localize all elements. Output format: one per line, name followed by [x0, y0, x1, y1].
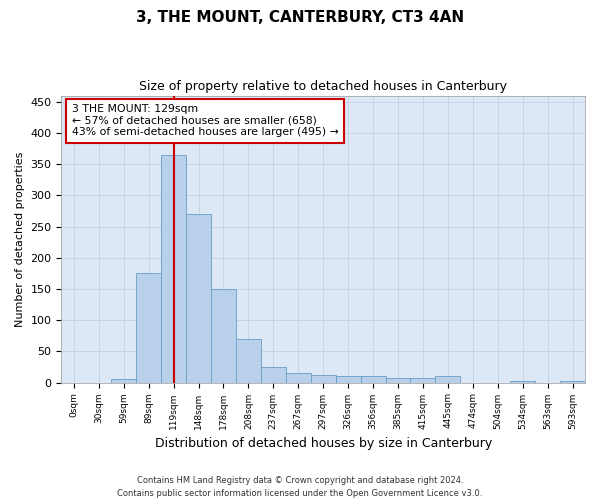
Text: 3, THE MOUNT, CANTERBURY, CT3 4AN: 3, THE MOUNT, CANTERBURY, CT3 4AN [136, 10, 464, 25]
Bar [111, 380, 136, 382]
Bar [236, 339, 261, 382]
Bar [261, 367, 286, 382]
Bar [361, 376, 386, 382]
Bar [211, 289, 236, 382]
Bar [161, 155, 186, 382]
Title: Size of property relative to detached houses in Canterbury: Size of property relative to detached ho… [139, 80, 507, 93]
Bar [335, 376, 361, 382]
Text: 3 THE MOUNT: 129sqm
← 57% of detached houses are smaller (658)
43% of semi-detac: 3 THE MOUNT: 129sqm ← 57% of detached ho… [72, 104, 338, 138]
Bar [311, 375, 335, 382]
Bar [286, 373, 311, 382]
Bar [136, 274, 161, 382]
Y-axis label: Number of detached properties: Number of detached properties [15, 152, 25, 327]
Bar [436, 376, 460, 382]
X-axis label: Distribution of detached houses by size in Canterbury: Distribution of detached houses by size … [155, 437, 492, 450]
Bar [410, 378, 436, 382]
Bar [186, 214, 211, 382]
Text: Contains HM Land Registry data © Crown copyright and database right 2024.
Contai: Contains HM Land Registry data © Crown c… [118, 476, 482, 498]
Bar [386, 378, 410, 382]
